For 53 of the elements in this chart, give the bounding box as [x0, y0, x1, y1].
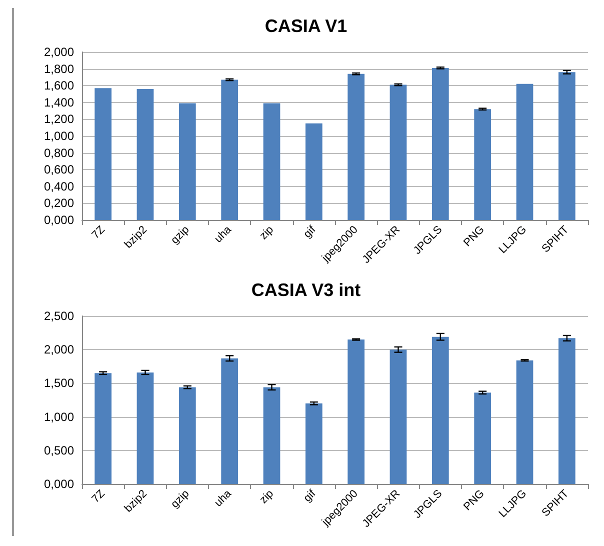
y-tick-label: 1,400 — [44, 95, 74, 110]
bar — [178, 387, 196, 484]
chart-title: CASIA V3 int — [251, 280, 361, 300]
bar — [263, 103, 280, 220]
bar — [305, 403, 322, 484]
bar — [390, 350, 407, 484]
bar — [390, 84, 407, 220]
bar — [474, 109, 492, 220]
x-tick-label: zip — [258, 488, 276, 506]
y-tick-label: 1,000 — [44, 129, 74, 143]
y-tick-label: 2,000 — [44, 342, 74, 357]
y-tick-label: 1,800 — [44, 62, 74, 76]
y-tick-label: 2,500 — [44, 309, 74, 323]
bar — [432, 336, 449, 484]
y-tick-label: 1,600 — [44, 78, 74, 93]
y-tick-label: 1,200 — [44, 112, 74, 126]
y-tick-label: 0,400 — [44, 179, 74, 194]
bar — [558, 72, 576, 220]
y-tick-label: 2,000 — [44, 45, 74, 59]
x-tick-label: uha — [212, 487, 234, 510]
bar — [474, 392, 492, 484]
bar — [221, 80, 238, 220]
bar — [136, 372, 154, 484]
bar — [432, 68, 449, 220]
x-tick-label: uha — [212, 223, 234, 246]
x-tick-label: 7Z — [90, 488, 108, 506]
y-tick-label: 0,000 — [44, 477, 74, 491]
bar — [178, 103, 196, 220]
bar — [136, 88, 154, 220]
bar — [516, 360, 534, 484]
bar — [348, 340, 365, 484]
y-tick-label: 1,000 — [44, 410, 74, 424]
x-tick-label: zip — [258, 224, 276, 242]
x-tick-label: gzip — [168, 488, 192, 510]
y-tick-label: 0,500 — [44, 443, 74, 458]
chart-title: CASIA V1 — [264, 16, 348, 36]
bar — [94, 373, 112, 484]
y-tick-label: 1,500 — [44, 376, 74, 390]
bar — [348, 74, 365, 220]
x-tick-label: 7Z — [90, 224, 108, 242]
x-tick-label: gif — [301, 487, 319, 504]
bar — [221, 358, 238, 484]
y-tick-label: 0,000 — [44, 213, 74, 227]
bar — [558, 338, 576, 484]
y-tick-label: 0,800 — [44, 146, 74, 160]
bar — [516, 84, 534, 220]
x-tick-label: gzip — [168, 224, 192, 246]
y-tick-label: 0,200 — [44, 196, 74, 210]
bar — [305, 123, 322, 220]
bar — [263, 387, 280, 484]
y-tick-label: 0,600 — [44, 162, 74, 177]
bar — [94, 88, 112, 220]
x-tick-label: gif — [301, 223, 319, 240]
